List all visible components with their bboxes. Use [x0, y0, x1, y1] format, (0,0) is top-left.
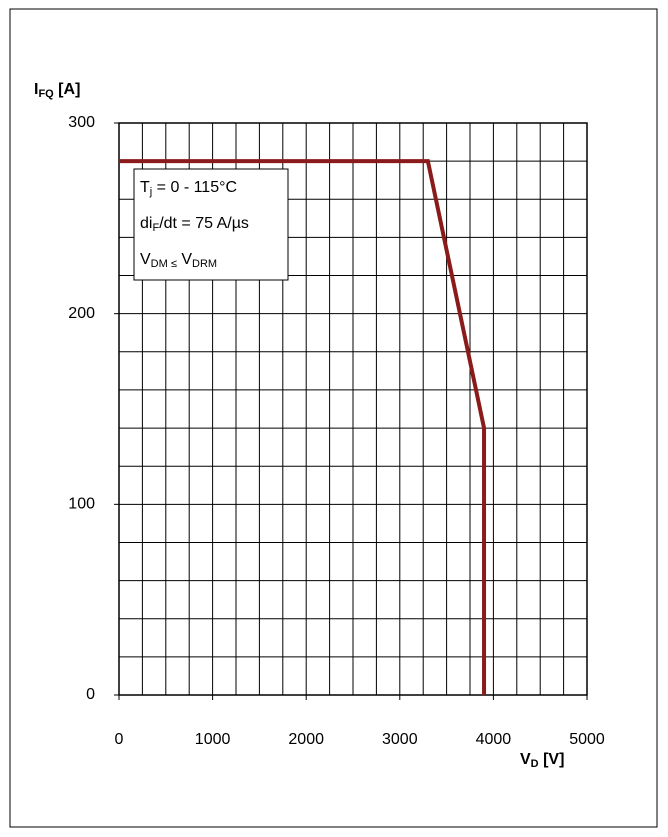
x-axis-label: VD [V] [520, 751, 564, 770]
annotation-part: V [177, 251, 192, 268]
x-axis-label-part: [V] [539, 751, 565, 768]
x-tick-label: 2000 [288, 731, 324, 748]
annotation-box [133, 168, 289, 281]
annotation-part: T [140, 179, 150, 196]
data-line [119, 159, 487, 695]
x-axis-label-part: V [520, 751, 531, 768]
y-axis-label-part: [A] [54, 81, 81, 98]
y-tick-label: 100 [68, 496, 95, 513]
annotation-part: DRM [192, 258, 217, 270]
annotation: VDM ≤ VDRM [140, 251, 217, 270]
annotation-part: /dt = 75 A/µs [159, 215, 249, 232]
y-tick-label: 0 [86, 686, 95, 703]
x-tick-label: 3000 [382, 731, 418, 748]
x-tick-label: 1000 [195, 731, 231, 748]
x-tick-label: 5000 [569, 731, 605, 748]
annotation: diF/dt = 75 A/µs [140, 215, 249, 234]
annotation-part: di [140, 215, 152, 232]
y-tick-label: 200 [68, 305, 95, 322]
plot-border [118, 122, 588, 696]
x-tick-label: 0 [115, 731, 124, 748]
y-tick-label: 300 [68, 114, 95, 131]
frame [9, 8, 658, 828]
y-axis-label: IFQ [A] [34, 81, 80, 100]
annotation-part: F [152, 222, 159, 234]
x-axis-label-part: D [531, 758, 539, 770]
annotation-part: j [149, 186, 152, 198]
annotation: Tj = 0 - 115°C [140, 179, 237, 198]
y-axis-label-part: FQ [38, 88, 54, 100]
y-axis-label-part: I [34, 81, 38, 98]
x-tick-label: 4000 [476, 731, 512, 748]
annotation-part: V [140, 251, 151, 268]
annotation-part: DM ≤ [151, 258, 177, 270]
annotation-part: = 0 - 115°C [152, 179, 237, 196]
